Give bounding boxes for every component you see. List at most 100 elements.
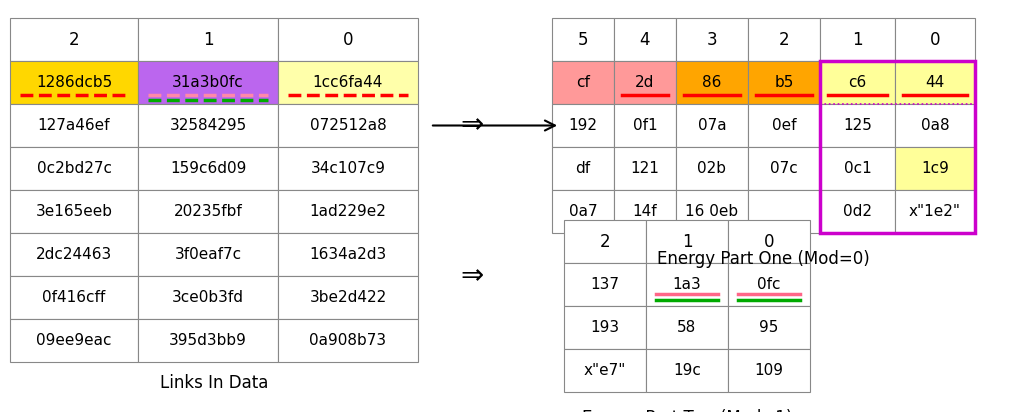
Bar <box>820 104 895 147</box>
Text: x"1e2": x"1e2" <box>909 204 961 219</box>
Bar <box>614 190 676 233</box>
Bar <box>820 190 895 233</box>
Bar <box>895 104 975 147</box>
Text: 16 0eb: 16 0eb <box>685 204 738 219</box>
Bar <box>138 319 278 362</box>
Bar <box>278 276 418 319</box>
Text: 2: 2 <box>600 232 610 250</box>
Text: 3e165eeb: 3e165eeb <box>36 204 113 219</box>
Text: 20235fbf: 20235fbf <box>174 204 243 219</box>
Bar <box>748 147 820 190</box>
Text: 44: 44 <box>926 75 944 90</box>
Text: Energy Part One (Mod=0): Energy Part One (Mod=0) <box>657 250 869 268</box>
Text: 34c107c9: 34c107c9 <box>310 161 385 176</box>
Bar <box>728 220 810 263</box>
Bar <box>820 18 895 61</box>
Text: 0: 0 <box>343 30 353 49</box>
Bar <box>138 233 278 276</box>
Text: 1: 1 <box>682 232 692 250</box>
Text: ⇒: ⇒ <box>461 112 483 140</box>
Bar <box>748 190 820 233</box>
Bar <box>138 147 278 190</box>
Bar <box>552 190 614 233</box>
Bar <box>278 61 418 104</box>
Text: 159c6d09: 159c6d09 <box>170 161 246 176</box>
Bar <box>748 18 820 61</box>
Bar <box>676 190 748 233</box>
Text: 072512a8: 072512a8 <box>309 118 386 133</box>
Bar <box>552 104 614 147</box>
Bar <box>278 233 418 276</box>
Text: 1634a2d3: 1634a2d3 <box>309 247 387 262</box>
Bar <box>564 263 646 306</box>
Bar <box>278 18 418 61</box>
Text: 0f416cff: 0f416cff <box>42 290 105 305</box>
Bar <box>895 190 975 233</box>
Text: x"e7": x"e7" <box>584 363 627 378</box>
Bar <box>676 104 748 147</box>
Text: 07a: 07a <box>697 118 726 133</box>
Text: 2: 2 <box>778 30 790 49</box>
Bar <box>564 349 646 392</box>
Text: 3be2d422: 3be2d422 <box>309 290 387 305</box>
Bar <box>10 319 138 362</box>
Text: 2d: 2d <box>635 75 654 90</box>
Bar <box>10 147 138 190</box>
Text: 1ad229e2: 1ad229e2 <box>309 204 386 219</box>
Bar <box>10 18 138 61</box>
Text: 07c: 07c <box>770 161 798 176</box>
Text: 192: 192 <box>568 118 597 133</box>
Bar <box>895 18 975 61</box>
Bar <box>10 190 138 233</box>
Text: 0a908b73: 0a908b73 <box>309 333 387 348</box>
Text: 1cc6fa44: 1cc6fa44 <box>312 75 383 90</box>
Bar <box>138 190 278 233</box>
Text: 0ef: 0ef <box>772 118 797 133</box>
Text: 127a46ef: 127a46ef <box>38 118 111 133</box>
Bar <box>646 306 728 349</box>
Bar <box>676 147 748 190</box>
Text: 109: 109 <box>755 363 783 378</box>
Bar <box>564 306 646 349</box>
Text: Links In Data: Links In Data <box>160 375 268 393</box>
Text: 3: 3 <box>707 30 718 49</box>
Bar <box>646 349 728 392</box>
Text: 0c1: 0c1 <box>844 161 871 176</box>
Text: 3f0eaf7c: 3f0eaf7c <box>174 247 242 262</box>
Bar <box>748 104 820 147</box>
Text: 0f1: 0f1 <box>633 118 657 133</box>
Text: 14f: 14f <box>633 204 657 219</box>
Bar <box>728 263 810 306</box>
Bar <box>552 18 614 61</box>
Bar <box>646 263 728 306</box>
Text: cf: cf <box>577 75 590 90</box>
Bar <box>564 220 646 263</box>
Text: 1: 1 <box>203 30 213 49</box>
Bar <box>10 233 138 276</box>
Bar <box>895 147 975 190</box>
Text: b5: b5 <box>774 75 794 90</box>
Text: c6: c6 <box>848 75 866 90</box>
Text: 1286dcb5: 1286dcb5 <box>36 75 112 90</box>
Bar <box>728 349 810 392</box>
Bar <box>10 276 138 319</box>
Text: df: df <box>575 161 591 176</box>
Text: 121: 121 <box>631 161 659 176</box>
Bar <box>646 220 728 263</box>
Bar <box>728 306 810 349</box>
Bar <box>895 61 975 104</box>
Text: 31a3b0fc: 31a3b0fc <box>172 75 244 90</box>
Text: 2dc24463: 2dc24463 <box>36 247 112 262</box>
Text: 32584295: 32584295 <box>169 118 247 133</box>
Text: 0: 0 <box>764 232 774 250</box>
Text: 3ce0b3fd: 3ce0b3fd <box>172 290 244 305</box>
Text: 125: 125 <box>843 118 872 133</box>
Text: 0a7: 0a7 <box>568 204 597 219</box>
Text: 86: 86 <box>702 75 722 90</box>
Bar <box>614 18 676 61</box>
Bar <box>820 61 895 104</box>
Text: 193: 193 <box>591 320 620 335</box>
Text: 0fc: 0fc <box>758 277 780 292</box>
Text: 09ee9eac: 09ee9eac <box>36 333 112 348</box>
Bar <box>278 190 418 233</box>
